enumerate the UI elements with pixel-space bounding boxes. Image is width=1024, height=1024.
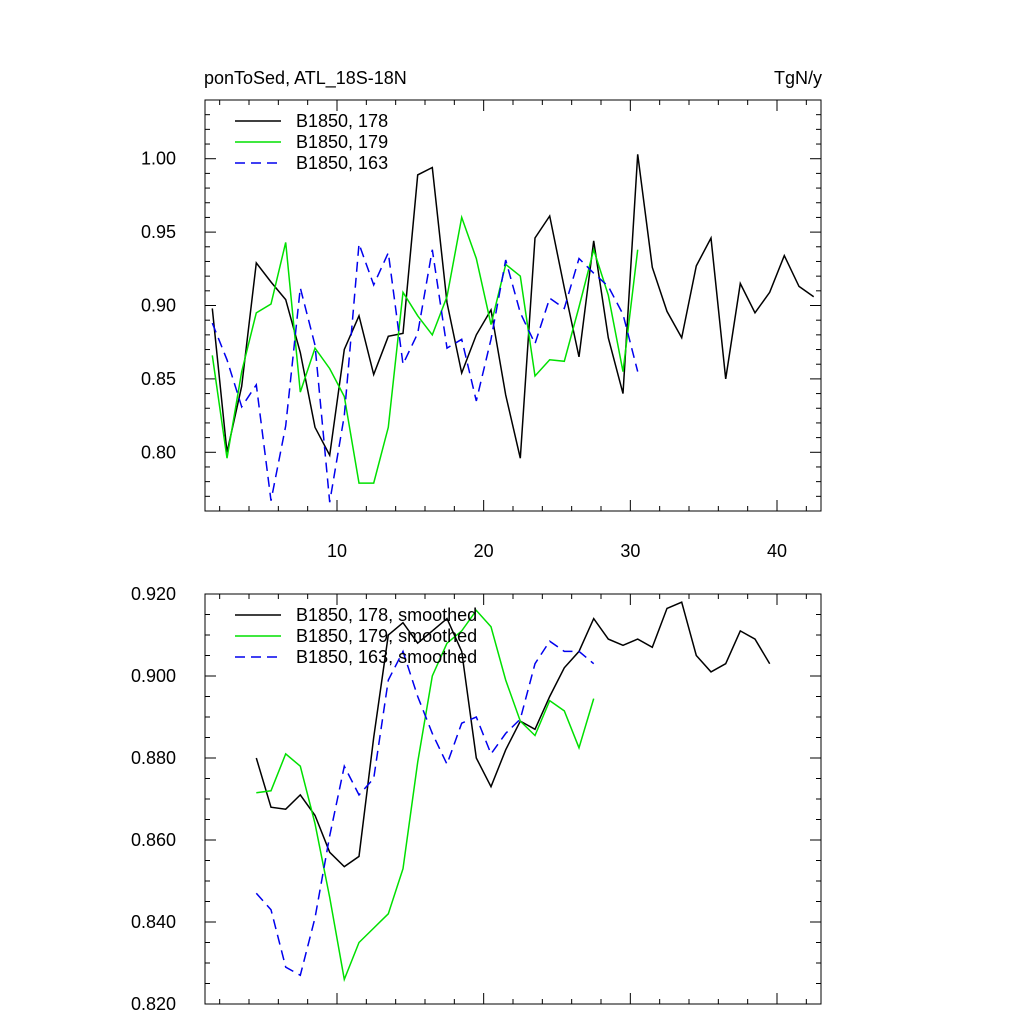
bottom-panel-series [255, 601, 771, 983]
legend-label-2: B1850, 163, smoothed [296, 647, 477, 667]
series-line-2 [255, 640, 595, 977]
y-tick-label: 0.880 [131, 748, 176, 768]
legend-label-1: B1850, 179 [296, 132, 388, 152]
y-tick-label: 0.85 [141, 369, 176, 389]
bottom-panel-frame [204, 593, 822, 1005]
bottom-panel: 0.820 0.840 0.860 0.880 0.900 0.920 B1850, 17… [131, 584, 822, 1014]
y-tick-label: 0.80 [141, 442, 176, 462]
legend-label-0: B1850, 178, smoothed [296, 605, 477, 625]
series-line-0 [211, 154, 815, 459]
legend-label-2: B1850, 163 [296, 153, 388, 173]
top-panel-xtick-labels: 10 20 30 40 [327, 541, 787, 561]
top-panel: ponToSed, ATL_18S-18N TgN/y 0.80 0.85 0.90… [141, 68, 822, 561]
x-tick-label: 30 [620, 541, 640, 561]
series-line-1 [256, 609, 595, 983]
y-tick-label: 0.820 [131, 994, 176, 1014]
title-left: ponToSed, ATL_18S-18N [204, 68, 407, 89]
x-tick-label: 40 [767, 541, 787, 561]
top-panel-ytick-labels: 0.80 0.85 0.90 0.95 1.00 [141, 149, 176, 463]
bottom-panel-ytick-labels: 0.820 0.840 0.860 0.880 0.900 0.920 [131, 584, 176, 1014]
x-tick-label: 10 [327, 541, 347, 561]
series-line-0 [255, 601, 771, 868]
y-tick-label: 0.95 [141, 222, 176, 242]
top-panel-series [211, 154, 815, 503]
y-tick-label: 0.900 [131, 666, 176, 686]
y-tick-label: 1.00 [141, 149, 176, 169]
y-tick-label: 0.920 [131, 584, 176, 604]
top-panel-frame [204, 99, 822, 512]
y-tick-label: 0.860 [131, 830, 176, 850]
title-right: TgN/y [774, 68, 822, 88]
y-tick-label: 0.90 [141, 296, 176, 316]
top-panel-ticks [205, 99, 821, 512]
legend-label-0: B1850, 178 [296, 111, 388, 131]
legend-label-1: B1850, 179, smoothed [296, 626, 477, 646]
series-line-1 [211, 214, 639, 484]
x-tick-label: 20 [474, 541, 494, 561]
y-tick-label: 0.840 [131, 912, 176, 932]
series-line-2 [211, 243, 639, 503]
